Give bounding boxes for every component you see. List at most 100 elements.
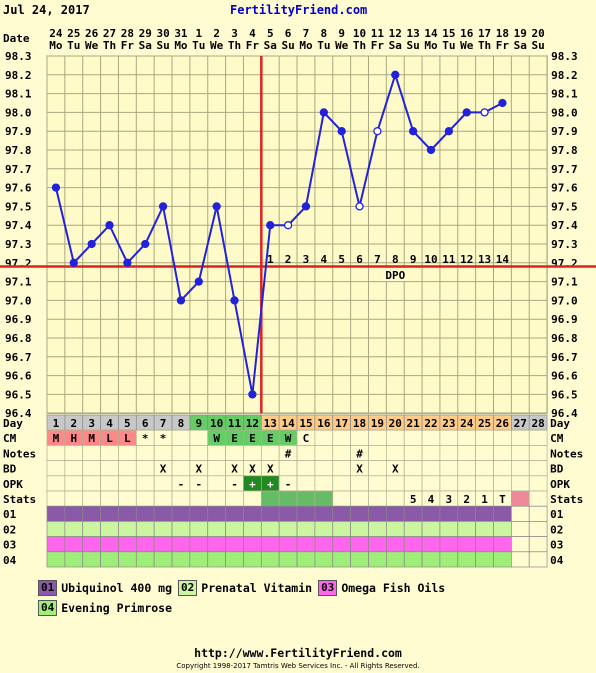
notes-cell <box>332 445 351 461</box>
dpo-number: 4 <box>321 253 328 266</box>
date-label: 4 <box>249 27 256 40</box>
y-tick-left: 96.7 <box>5 351 32 364</box>
supplement-cell <box>189 505 209 522</box>
supplement-cell <box>100 551 119 568</box>
opk-cell <box>46 475 66 492</box>
legend-label-03: Omega Fish Oils <box>341 581 446 595</box>
supplement-cell <box>46 551 66 568</box>
legend-item-03: 03 Omega Fish Oils <box>318 580 445 596</box>
cm-mark: M <box>53 432 60 445</box>
y-tick-left: 98.3 <box>5 50 32 63</box>
supplement-cell <box>260 521 280 537</box>
supplement-cell <box>385 536 405 553</box>
weekday-label: Th <box>228 39 241 52</box>
supplement-cell <box>82 505 101 522</box>
weekday-label: We <box>210 39 224 52</box>
supplement-cell <box>528 521 548 537</box>
y-tick-left: 97.7 <box>5 163 32 176</box>
supplement-cell <box>118 505 137 522</box>
bd-cell <box>314 460 334 477</box>
legend-label-04: Evening Primrose <box>61 601 173 615</box>
y-tick-right: 97.0 <box>551 294 578 307</box>
legend-label-01: Ubiquinol 400 mg <box>61 581 173 595</box>
y-tick-left: 97.8 <box>5 144 32 157</box>
supplement-cell <box>350 536 369 553</box>
cm-mark: C <box>303 432 310 445</box>
bd-cell <box>421 460 441 477</box>
brand-link[interactable]: FertilityFriend.com <box>230 3 368 17</box>
date-label: 28 <box>121 27 134 40</box>
opk-cell <box>64 475 84 492</box>
opk-mark: - <box>285 478 292 491</box>
legend-code-02: 02 <box>178 580 198 596</box>
day-number: 20 <box>389 417 402 430</box>
supplement-cell <box>46 505 66 522</box>
date-label: 17 <box>478 27 491 40</box>
opk-cell <box>457 475 476 492</box>
bd-cell <box>207 460 226 477</box>
y-tick-right: 96.9 <box>551 313 578 326</box>
day-number: 6 <box>142 417 149 430</box>
date-label: 16 <box>460 27 474 40</box>
y-tick-left: 97.6 <box>5 182 32 195</box>
y-tick-left: 96.9 <box>5 313 32 326</box>
supplement-cell <box>278 505 298 522</box>
cm-mark: M <box>88 432 95 445</box>
opk-cell <box>385 475 405 492</box>
weekday-label: Mo <box>174 39 188 52</box>
stats-cell <box>243 490 262 507</box>
legend-code-01: 01 <box>38 580 58 596</box>
weekday-label: We <box>460 39 474 52</box>
weekday-label: Su <box>281 39 294 52</box>
stats-cell <box>332 490 351 507</box>
weekday-label: Su <box>407 39 420 52</box>
notes-cell <box>403 445 423 461</box>
weekday-label: We <box>335 39 349 52</box>
day-number: 19 <box>371 417 384 430</box>
temperature-point-open <box>355 202 364 211</box>
cm-mark: E <box>249 432 256 445</box>
y-tick-left: 96.6 <box>5 370 32 383</box>
supplement-cell <box>225 536 244 553</box>
supplement-cell <box>511 505 530 522</box>
day-number: 12 <box>246 417 259 430</box>
stats-cell <box>528 490 548 507</box>
supplement-cell <box>511 536 530 553</box>
opk-cell <box>511 475 530 492</box>
cm-cell <box>528 429 548 446</box>
opk-cell <box>314 475 334 492</box>
cm-cell <box>457 429 476 446</box>
notes-cell <box>82 445 101 461</box>
date-label: 8 <box>321 27 328 40</box>
date-label: 11 <box>371 27 385 40</box>
date-label: 6 <box>285 27 292 40</box>
supplement-row-label-right: 04 <box>550 554 564 567</box>
supplement-cell <box>278 551 298 568</box>
cm-cell <box>511 429 530 446</box>
stats-mark: 1 <box>481 493 488 506</box>
supplement-cell <box>189 521 209 537</box>
footer-url[interactable]: http://www.FertilityFriend.com <box>194 646 402 660</box>
supplement-cell <box>493 536 512 553</box>
day-number: 5 <box>124 417 131 430</box>
cm-cell <box>171 429 191 446</box>
supplement-cell <box>296 521 316 537</box>
cm-mark: W <box>285 432 292 445</box>
day-number: 26 <box>496 417 510 430</box>
opk-cell <box>368 475 387 492</box>
day-number: 13 <box>264 417 277 430</box>
notes-mark: # <box>356 447 363 460</box>
weekday-label: Tu <box>192 39 205 52</box>
date-label: 3 <box>231 27 238 40</box>
opk-cell <box>135 475 155 492</box>
supplement-cell <box>135 505 155 522</box>
legend-code-03: 03 <box>318 580 338 596</box>
y-tick-left: 97.3 <box>5 238 32 251</box>
opk-mark: - <box>178 478 185 491</box>
date-label: 9 <box>338 27 345 40</box>
y-tick-left: 98.2 <box>5 69 32 82</box>
stats-cell <box>511 490 530 507</box>
supplement-cell <box>528 505 548 522</box>
supplement-cell <box>64 551 84 568</box>
cm-mark: L <box>124 432 131 445</box>
